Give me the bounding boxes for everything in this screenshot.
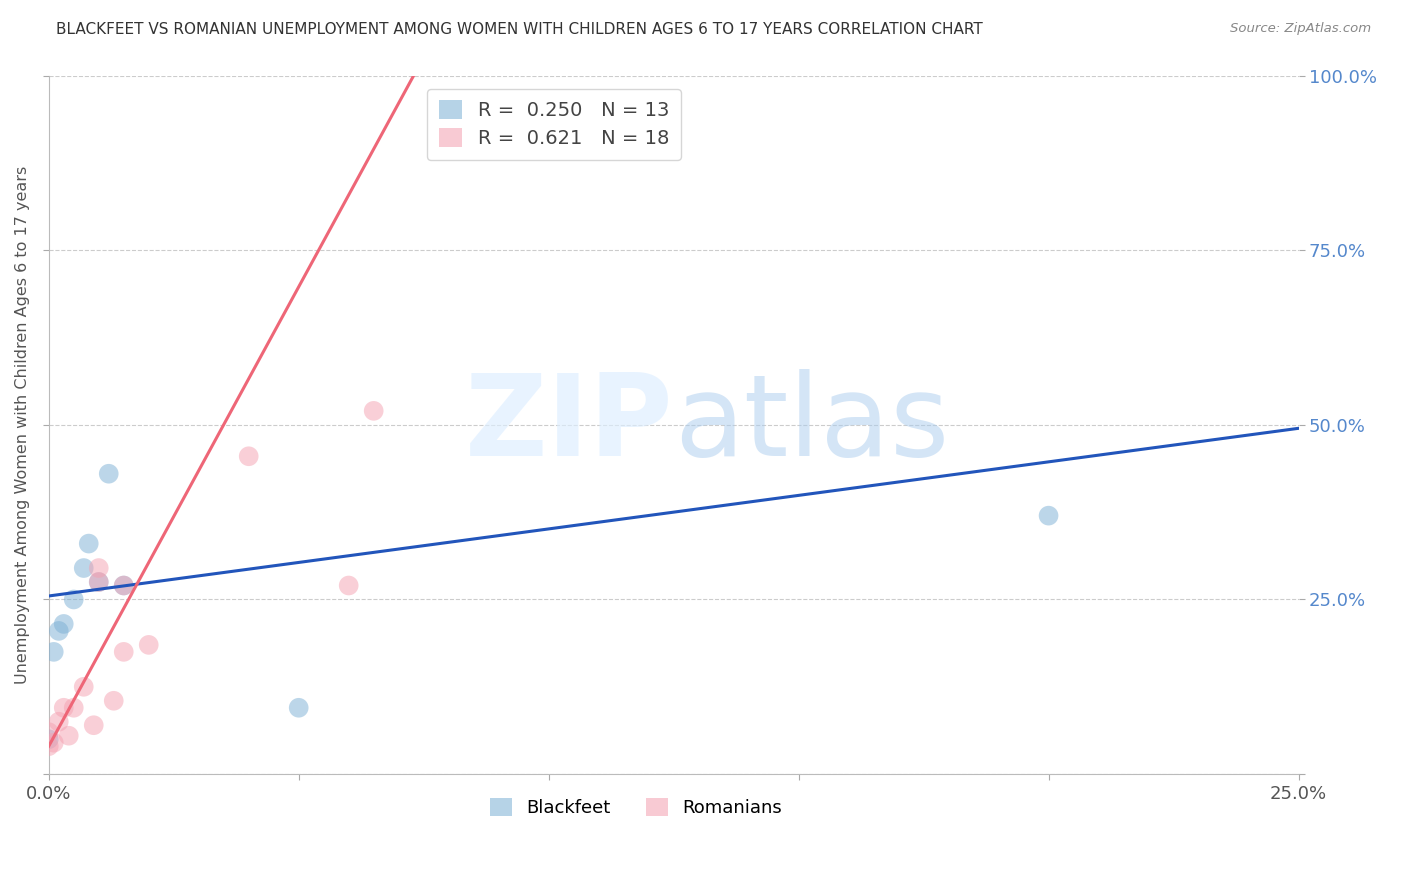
Point — [337, 578, 360, 592]
Point — [42, 645, 65, 659]
Legend: Blackfeet, Romanians: Blackfeet, Romanians — [482, 791, 790, 824]
Point — [87, 574, 110, 589]
Point — [77, 536, 100, 550]
Point — [52, 700, 75, 714]
Point — [87, 574, 110, 589]
Point — [287, 700, 309, 714]
Y-axis label: Unemployment Among Women with Children Ages 6 to 17 years: Unemployment Among Women with Children A… — [15, 166, 30, 684]
Point — [52, 616, 75, 631]
Point — [42, 736, 65, 750]
Point — [48, 714, 70, 729]
Point — [112, 645, 135, 659]
Point — [363, 404, 385, 418]
Text: Source: ZipAtlas.com: Source: ZipAtlas.com — [1230, 22, 1371, 36]
Point — [97, 467, 120, 481]
Point — [1038, 508, 1060, 523]
Point — [238, 450, 260, 464]
Text: BLACKFEET VS ROMANIAN UNEMPLOYMENT AMONG WOMEN WITH CHILDREN AGES 6 TO 17 YEARS : BLACKFEET VS ROMANIAN UNEMPLOYMENT AMONG… — [56, 22, 983, 37]
Text: atlas: atlas — [673, 369, 949, 480]
Point — [62, 700, 84, 714]
Point — [87, 561, 110, 575]
Point — [38, 739, 60, 754]
Point — [73, 561, 96, 575]
Point — [38, 732, 60, 747]
Point — [48, 624, 70, 638]
Point — [138, 638, 160, 652]
Text: ZIP: ZIP — [465, 369, 673, 480]
Point — [112, 578, 135, 592]
Point — [83, 718, 105, 732]
Point — [103, 694, 125, 708]
Point — [62, 592, 84, 607]
Point — [58, 729, 80, 743]
Point — [38, 725, 60, 739]
Point — [73, 680, 96, 694]
Point — [112, 578, 135, 592]
